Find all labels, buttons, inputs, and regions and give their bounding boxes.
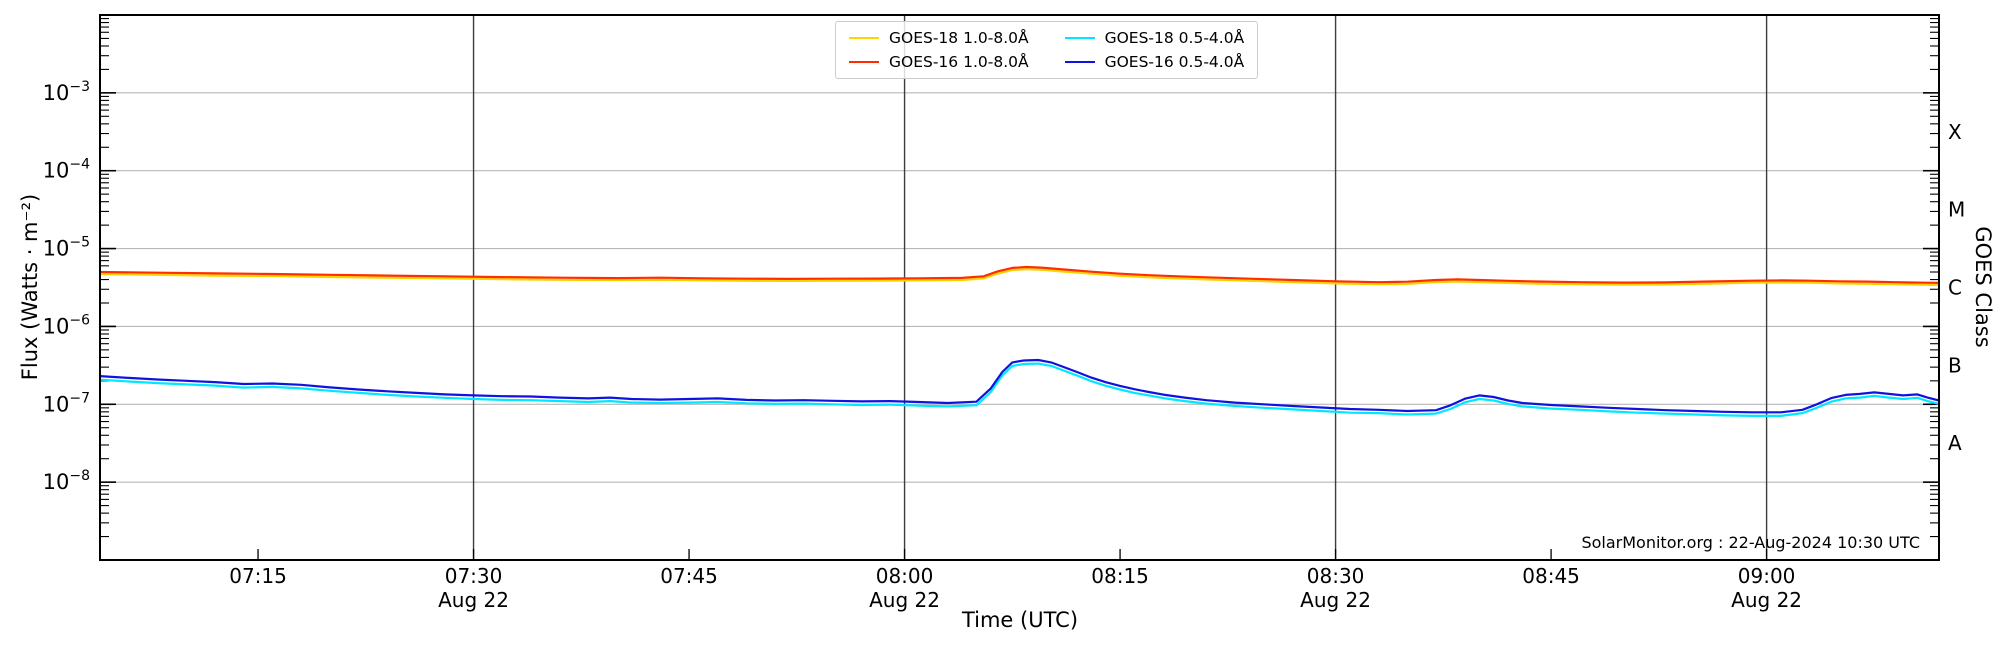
- goes-class-label: A: [1948, 431, 1962, 455]
- series-line-goes-16-0-5-4-0: [98, 358, 1941, 414]
- right-axis-title: GOES Class: [1971, 226, 1995, 348]
- series-line-goes-18-1-0-8-0: [98, 268, 1941, 287]
- x-tick-label: 08:00: [876, 564, 934, 588]
- x-tick-label: 09:00: [1738, 564, 1796, 588]
- goes-class-label: X: [1948, 120, 1962, 144]
- x-tick-label: 07:30: [445, 564, 503, 588]
- legend-swatch-goes16-short: [1064, 60, 1095, 64]
- goes-class-label: M: [1948, 198, 1965, 222]
- x-tick-label: 08:45: [1522, 564, 1580, 588]
- series-line-goes-16-1-0-8-0: [98, 265, 1941, 284]
- y-tick-label: 10−5: [43, 235, 90, 261]
- y-tick-label: 10−8: [43, 468, 90, 494]
- legend-swatch-goes18-long: [849, 36, 879, 40]
- x-tick-label: 08:15: [1091, 564, 1149, 588]
- x-day-label: Aug 22: [438, 588, 509, 612]
- y-tick-label: 10−6: [43, 312, 90, 338]
- legend-swatch-goes16-long: [849, 60, 879, 64]
- legend-label-goes18-long: GOES-18 1.0-8.0Å: [889, 29, 1029, 47]
- legend: GOES-18 1.0-8.0Å GOES-16 1.0-8.0Å GOES-1…: [835, 21, 1259, 79]
- goes-class-label: B: [1948, 353, 1962, 377]
- x-tick-label: 08:30: [1307, 564, 1365, 588]
- legend-label-goes16-short: GOES-16 0.5-4.0Å: [1104, 53, 1245, 71]
- legend-item-goes16-short: GOES-16 0.5-4.0Å: [1064, 53, 1245, 71]
- x-day-label: Aug 22: [1300, 588, 1371, 612]
- series-line-goes-18-0-5-4-0: [98, 362, 1941, 417]
- x-tick-label: 07:15: [229, 564, 287, 588]
- x-axis-title: Time (UTC): [961, 608, 1079, 632]
- y-tick-label: 10−7: [43, 390, 90, 416]
- legend-item-goes18-short: GOES-18 0.5-4.0Å: [1064, 29, 1245, 47]
- legend-item-goes18-long: GOES-18 1.0-8.0Å: [849, 29, 1029, 47]
- x-day-label: Aug 22: [1731, 588, 1802, 612]
- y-axis-title: Flux (Watts · m⁻²): [18, 193, 42, 381]
- goes-class-label: C: [1948, 276, 1962, 300]
- x-day-label: Aug 22: [869, 588, 940, 612]
- y-tick-label: 10−4: [43, 157, 90, 183]
- legend-swatch-goes18-short: [1064, 36, 1095, 40]
- legend-label-goes18-short: GOES-18 0.5-4.0Å: [1104, 29, 1245, 47]
- plot-frame: [99, 14, 1940, 561]
- legend-item-goes16-long: GOES-16 1.0-8.0Å: [849, 53, 1029, 71]
- y-tick-label: 10−3: [43, 79, 90, 105]
- x-tick-label: 07:45: [660, 564, 718, 588]
- legend-label-goes16-long: GOES-16 1.0-8.0Å: [889, 53, 1029, 71]
- watermark-text: SolarMonitor.org : 22-Aug-2024 10:30 UTC: [1581, 533, 1920, 552]
